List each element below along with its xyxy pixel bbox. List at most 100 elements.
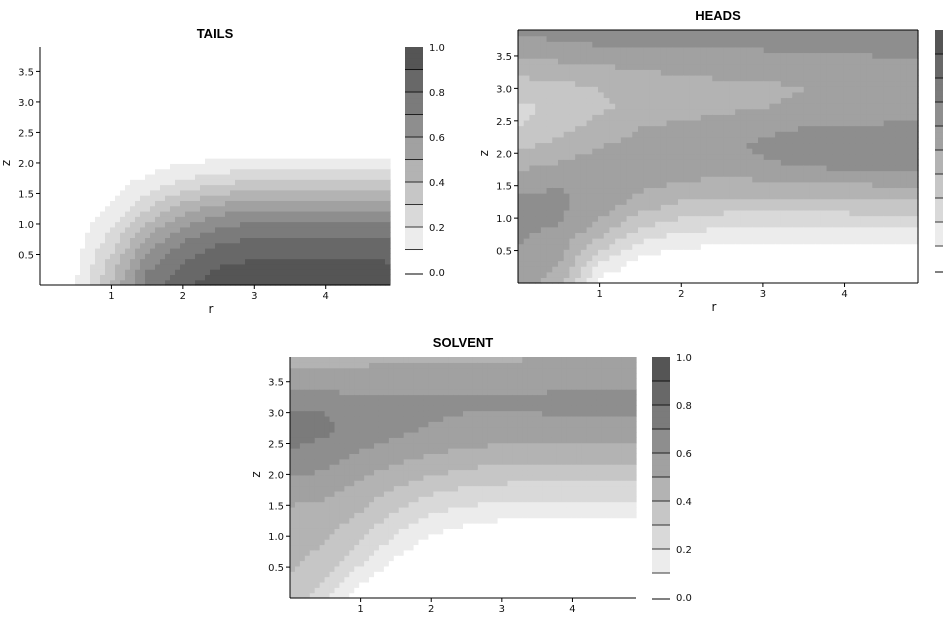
heatmap-cell xyxy=(580,260,588,267)
y-tick-label: 2.5 xyxy=(18,128,34,139)
heatmap-cell xyxy=(689,108,696,115)
heatmap-cell xyxy=(586,277,593,284)
heatmap-cell xyxy=(689,114,696,121)
heatmap-cell xyxy=(580,209,588,217)
heatmap-cell xyxy=(180,115,186,122)
heatmap-cell xyxy=(626,125,633,132)
heatmap-cell xyxy=(270,121,276,127)
heatmap-cell xyxy=(355,94,361,101)
heatmap-cell xyxy=(615,52,622,59)
heatmap-cell xyxy=(552,69,559,76)
heatmap-cell xyxy=(255,57,261,64)
heatmap-cell xyxy=(175,62,181,69)
heatmap-cell xyxy=(385,163,391,170)
heatmap-cell xyxy=(260,94,266,101)
heatmap-cell xyxy=(535,215,542,222)
heatmap-cell xyxy=(45,168,51,175)
heatmap-cell xyxy=(695,52,702,59)
heatmap-cell xyxy=(225,237,231,244)
heatmap-cell xyxy=(65,189,71,196)
heatmap-cell xyxy=(255,210,261,217)
heatmap-cell xyxy=(558,114,565,121)
heatmap-cell xyxy=(335,126,341,133)
heatmap-cell xyxy=(615,238,622,245)
heatmap-cell xyxy=(735,153,742,160)
heatmap-cell xyxy=(90,136,96,143)
heatmap-cell xyxy=(385,195,391,201)
heatmap-cell xyxy=(110,84,116,90)
heatmap-cell xyxy=(60,232,66,238)
heatmap-cell xyxy=(275,89,281,96)
heatmap-cell xyxy=(75,210,81,217)
heatmap-cell xyxy=(125,189,131,196)
heatmap-cell xyxy=(723,159,731,166)
heatmap-cell xyxy=(290,210,296,217)
heatmap-cell xyxy=(270,210,276,217)
heatmap-cell xyxy=(683,91,691,99)
heatmap-cell xyxy=(626,35,633,42)
heatmap-cell xyxy=(529,170,536,177)
heatmap-cell xyxy=(375,105,381,112)
heatmap-cell xyxy=(190,221,196,228)
heatmap-cell xyxy=(245,205,251,212)
heatmap-cell xyxy=(150,263,156,270)
heatmap-cell xyxy=(215,94,221,101)
heatmap-cell xyxy=(626,193,633,200)
heatmap-cell xyxy=(40,269,46,276)
heatmap-cell xyxy=(360,121,366,127)
heatmap-cell xyxy=(700,131,708,138)
heatmap-cell xyxy=(315,158,321,164)
heatmap-cell xyxy=(250,152,256,159)
heatmap-cell xyxy=(60,158,66,164)
heatmap-cell xyxy=(375,121,381,127)
heatmap-cell xyxy=(190,216,196,223)
heatmap-cell xyxy=(60,205,66,212)
heatmap-cell xyxy=(552,131,559,138)
heatmap-cell xyxy=(310,184,316,191)
heatmap-cell xyxy=(95,216,101,223)
heatmap-cell xyxy=(185,136,191,143)
heatmap-cell xyxy=(250,263,256,270)
heatmap-cell xyxy=(580,80,588,87)
heatmap-cell xyxy=(325,47,331,53)
heatmap-cell xyxy=(552,58,559,65)
heatmap-cell xyxy=(678,97,685,104)
heatmap-cell xyxy=(135,94,141,101)
heatmap-cell xyxy=(712,215,719,222)
heatmap-cell xyxy=(230,258,236,265)
heatmap-cell xyxy=(365,99,371,106)
heatmap-cell xyxy=(350,173,356,180)
heatmap-cell xyxy=(60,152,66,159)
heatmap-cell xyxy=(335,253,341,260)
heatmap-cell xyxy=(215,57,221,64)
heatmap-cell xyxy=(518,176,525,183)
heatmap-cell xyxy=(100,205,106,212)
heatmap-cell xyxy=(210,247,216,254)
heatmap-cell xyxy=(285,258,291,265)
heatmap-cell xyxy=(85,89,91,96)
heatmap-cell xyxy=(255,147,261,154)
heatmap-cell xyxy=(365,189,371,196)
heatmap-cell xyxy=(626,209,633,217)
heatmap-cell xyxy=(265,121,271,127)
heatmap-cell xyxy=(310,200,316,207)
heatmap-cell xyxy=(345,52,351,59)
heatmap-cell xyxy=(140,221,146,228)
heatmap-cell xyxy=(165,269,171,276)
heatmap-cell xyxy=(245,62,251,69)
heatmap-cell xyxy=(723,108,731,115)
heatmap-cell xyxy=(552,209,559,217)
heatmap-cell xyxy=(225,189,231,196)
heatmap-cell xyxy=(90,115,96,122)
heatmap-cell xyxy=(320,279,326,286)
heatmap-cell xyxy=(85,247,91,254)
heatmap-cell xyxy=(632,193,639,200)
heatmap-cell xyxy=(150,242,156,249)
heatmap-cell xyxy=(523,80,531,87)
heatmap-cell xyxy=(563,142,571,149)
heatmap-cell xyxy=(626,80,633,87)
heatmap-cell xyxy=(50,78,56,85)
heatmap-cell xyxy=(535,221,542,228)
heatmap-cell xyxy=(643,159,651,166)
heatmap-cell xyxy=(345,179,351,186)
